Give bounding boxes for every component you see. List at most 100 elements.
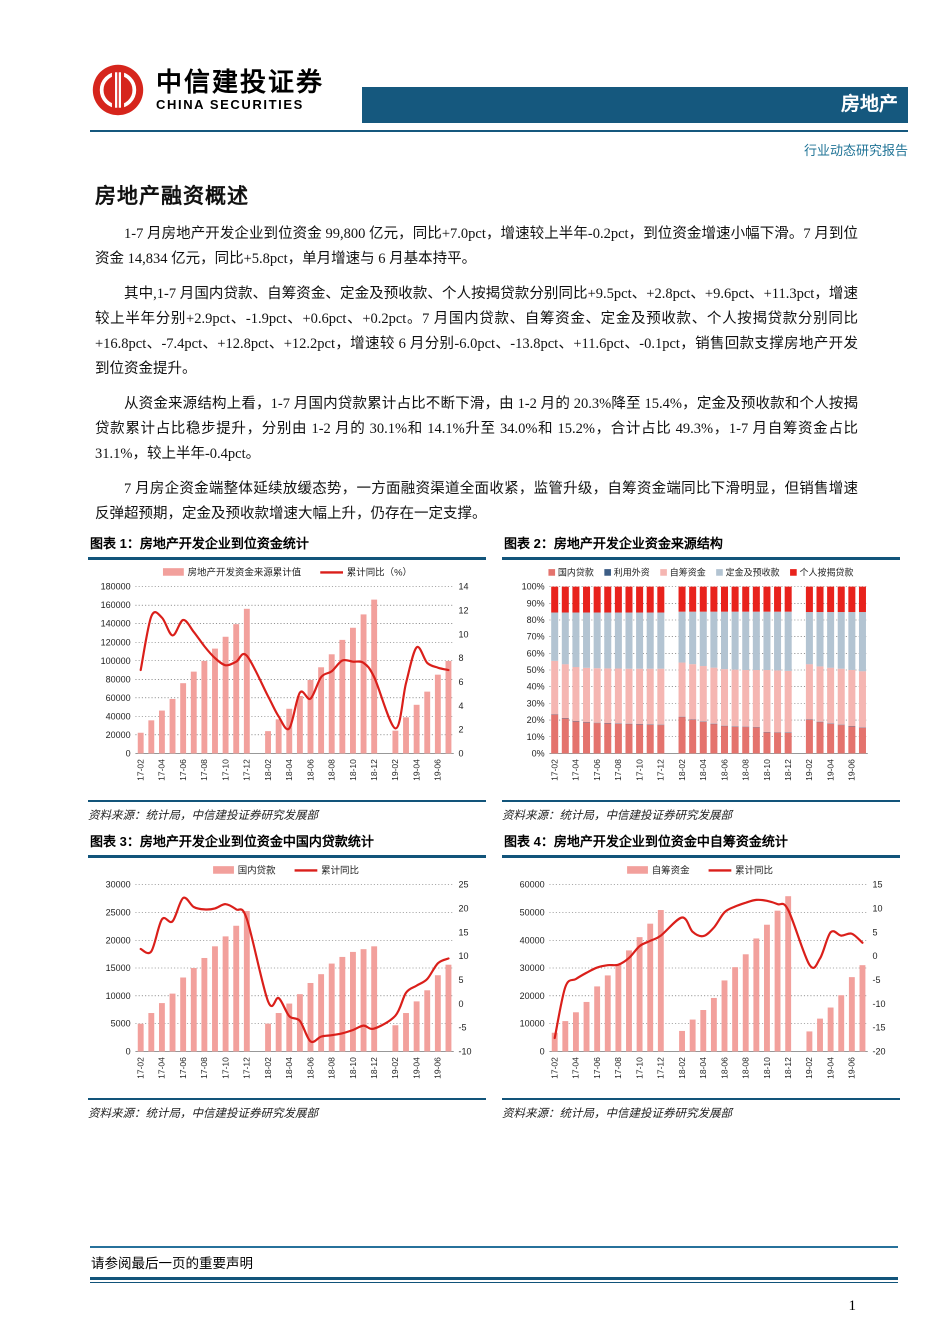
svg-text:18-06: 18-06 bbox=[305, 1057, 315, 1079]
svg-text:累计同比（%）: 累计同比（%） bbox=[347, 567, 412, 579]
svg-text:-20: -20 bbox=[873, 1046, 886, 1056]
brand-names: 中信建投证券 CHINA SECURITIES bbox=[156, 68, 324, 112]
svg-text:国内贷款: 国内贷款 bbox=[558, 566, 594, 577]
svg-text:自筹资金: 自筹资金 bbox=[652, 865, 690, 877]
svg-text:0: 0 bbox=[126, 1046, 131, 1056]
svg-text:18-08: 18-08 bbox=[741, 1057, 751, 1079]
svg-text:15: 15 bbox=[459, 927, 469, 937]
svg-text:19-06: 19-06 bbox=[433, 759, 443, 781]
svg-text:定金及预收款: 定金及预收款 bbox=[726, 566, 780, 577]
svg-text:40000: 40000 bbox=[106, 711, 131, 721]
citic-logo-icon bbox=[90, 62, 146, 118]
figures-grid: 图表 1：房地产开发企业到位资金统计 0 20000 40000 60000 80000… bbox=[88, 533, 900, 1121]
svg-text:17-06: 17-06 bbox=[178, 759, 188, 781]
svg-text:18-06: 18-06 bbox=[305, 759, 315, 781]
svg-text:18-12: 18-12 bbox=[783, 759, 793, 781]
svg-text:个人按揭贷款: 个人按揭贷款 bbox=[800, 566, 854, 577]
svg-text:30000: 30000 bbox=[106, 880, 131, 890]
svg-text:18-08: 18-08 bbox=[741, 759, 751, 781]
svg-text:19-06: 19-06 bbox=[847, 759, 857, 781]
svg-text:30%: 30% bbox=[527, 698, 545, 708]
footer-top-rule bbox=[90, 1246, 898, 1248]
article: 房地产融资概述 1-7 月房地产开发企业到位资金 99,800 亿元，同比+7.… bbox=[95, 184, 858, 537]
citic-logo-icon bbox=[92, 64, 144, 116]
page-footer: 请参阅最后一页的重要声明 1 bbox=[90, 1246, 898, 1315]
svg-text:10: 10 bbox=[459, 951, 469, 961]
svg-text:18-02: 18-02 bbox=[263, 759, 273, 781]
svg-text:40%: 40% bbox=[527, 682, 545, 692]
svg-text:17-04: 17-04 bbox=[157, 759, 167, 781]
svg-text:-15: -15 bbox=[873, 1023, 886, 1033]
svg-text:18-04: 18-04 bbox=[698, 1057, 708, 1079]
svg-text:0%: 0% bbox=[532, 748, 545, 758]
figure-4-title: 图表 4：房地产开发企业到位资金中自筹资金统计 bbox=[502, 831, 900, 858]
svg-text:18-12: 18-12 bbox=[369, 759, 379, 781]
svg-text:90%: 90% bbox=[527, 598, 545, 608]
sector-badge: 房地产 bbox=[362, 87, 908, 123]
svg-text:18-12: 18-12 bbox=[369, 1057, 379, 1079]
svg-text:房地产开发资金来源累计值: 房地产开发资金来源累计值 bbox=[188, 567, 302, 579]
page-header: 中信建投证券 CHINA SECURITIES 房地产 行业动态研究报告 bbox=[90, 58, 908, 163]
svg-text:18-12: 18-12 bbox=[783, 1057, 793, 1079]
svg-text:20000: 20000 bbox=[106, 935, 131, 945]
svg-text:17-10: 17-10 bbox=[220, 759, 230, 781]
figure-2: 图表 2：房地产开发企业资金来源结构 0% 10% 20% 30% 40% 50% 60% 7… bbox=[502, 533, 900, 823]
figure-1-source: 资料来源：统计局，中信建投证券研究发展部 bbox=[88, 799, 486, 823]
svg-text:20000: 20000 bbox=[520, 991, 545, 1001]
svg-text:14: 14 bbox=[459, 582, 469, 592]
svg-text:19-04: 19-04 bbox=[411, 1057, 421, 1079]
svg-text:60000: 60000 bbox=[520, 880, 545, 890]
brand-name-en: CHINA SECURITIES bbox=[156, 96, 304, 112]
svg-text:-10: -10 bbox=[873, 999, 886, 1009]
page-number: 1 bbox=[848, 1298, 857, 1314]
svg-text:19-06: 19-06 bbox=[433, 1057, 443, 1079]
brand-block: 中信建投证券 CHINA SECURITIES bbox=[90, 62, 324, 118]
figure-3-title: 图表 3：房地产开发企业到位资金中国内贷款统计 bbox=[88, 831, 486, 858]
svg-text:140000: 140000 bbox=[101, 619, 131, 629]
footer-thick-rule bbox=[90, 1277, 898, 1280]
svg-text:17-10: 17-10 bbox=[634, 759, 644, 781]
svg-text:-5: -5 bbox=[459, 1023, 467, 1033]
svg-text:17-02: 17-02 bbox=[550, 1057, 560, 1079]
svg-text:25: 25 bbox=[459, 880, 469, 890]
svg-text:18-10: 18-10 bbox=[348, 1057, 358, 1079]
paragraph-4: 7 月房企资金端整体延续放缓态势，一方面融资渠道全面收紧，监管升级，自筹资金端同… bbox=[95, 481, 858, 522]
header-divider bbox=[90, 130, 908, 132]
svg-text:40000: 40000 bbox=[520, 935, 545, 945]
svg-text:累计同比: 累计同比 bbox=[321, 865, 359, 877]
svg-text:120000: 120000 bbox=[101, 637, 131, 647]
figure-1: 图表 1：房地产开发企业到位资金统计 0 20000 40000 60000 80000… bbox=[88, 533, 486, 823]
svg-text:累计同比: 累计同比 bbox=[735, 865, 773, 877]
svg-text:18-10: 18-10 bbox=[762, 759, 772, 781]
svg-text:6: 6 bbox=[459, 677, 464, 687]
svg-text:5: 5 bbox=[459, 975, 464, 985]
svg-text:8: 8 bbox=[459, 653, 464, 663]
svg-text:19-02: 19-02 bbox=[804, 759, 814, 781]
svg-text:18-04: 18-04 bbox=[284, 759, 294, 781]
svg-text:60000: 60000 bbox=[106, 693, 131, 703]
svg-text:18-10: 18-10 bbox=[348, 759, 358, 781]
svg-text:18-08: 18-08 bbox=[327, 759, 337, 781]
figure-2-source: 资料来源：统计局，中信建投证券研究发展部 bbox=[502, 799, 900, 823]
svg-text:100%: 100% bbox=[522, 582, 545, 592]
svg-text:17-06: 17-06 bbox=[592, 1057, 602, 1079]
report-type-label: 行业动态研究报告 bbox=[803, 143, 908, 158]
svg-text:国内贷款: 国内贷款 bbox=[238, 865, 276, 877]
svg-text:15: 15 bbox=[873, 880, 883, 890]
svg-text:17-08: 17-08 bbox=[613, 1057, 623, 1079]
svg-text:17-10: 17-10 bbox=[634, 1057, 644, 1079]
svg-text:20000: 20000 bbox=[106, 730, 131, 740]
svg-text:5000: 5000 bbox=[111, 1019, 131, 1029]
svg-text:5: 5 bbox=[873, 927, 878, 937]
svg-text:17-12: 17-12 bbox=[242, 759, 252, 781]
svg-text:17-12: 17-12 bbox=[242, 1057, 252, 1079]
svg-text:18-04: 18-04 bbox=[698, 759, 708, 781]
svg-text:100000: 100000 bbox=[101, 656, 131, 666]
svg-text:19-02: 19-02 bbox=[390, 1057, 400, 1079]
svg-text:20: 20 bbox=[459, 903, 469, 913]
svg-text:18-04: 18-04 bbox=[284, 1057, 294, 1079]
svg-text:17-08: 17-08 bbox=[199, 759, 209, 781]
svg-text:50%: 50% bbox=[527, 665, 545, 675]
svg-text:-5: -5 bbox=[873, 975, 881, 985]
svg-text:17-02: 17-02 bbox=[136, 1057, 146, 1079]
